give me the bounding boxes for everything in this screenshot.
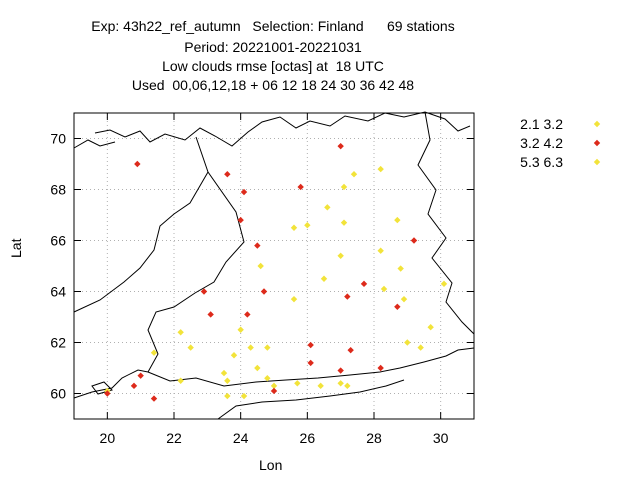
legend-label: 5.3 6.3 [520,154,563,170]
x-tick-label: 24 [233,430,249,446]
data-point-series-1 [257,262,264,270]
data-point-series-1 [220,369,228,377]
x-tick-label: 20 [100,430,116,446]
data-point-series-1 [304,222,311,229]
data-point-series-2 [237,216,244,224]
data-point-series-2 [394,303,401,310]
grid-lines [74,113,474,419]
data-point-series-2 [337,367,344,374]
data-point-series-1 [397,265,404,272]
data-point-series-1 [264,375,271,382]
data-point-series-2 [130,382,138,390]
data-point-series-1 [377,247,384,254]
data-point-series-2 [337,142,344,150]
x-axis-label: Lon [259,457,283,473]
legend: 2.1 3.2 3.2 4.2 5.3 6.3 [520,116,601,170]
data-point-series-2 [240,188,248,196]
legend-marker [593,120,601,128]
data-point-series-1 [427,324,434,331]
data-point-series-1 [230,352,238,359]
legend-label: 2.1 3.2 [520,116,563,132]
data-point-series-1 [177,329,184,336]
data-point-series-2 [200,288,208,295]
y-tick-label: 66 [50,233,66,249]
data-point-series-2 [377,364,384,372]
data-point-series-2 [150,395,158,402]
data-point-series-2 [307,359,314,367]
legend-marker [593,139,601,147]
title-line-1: Exp: 43h22_ref_autumn Selection: Finland… [91,18,455,34]
y-tick-label: 70 [50,131,66,147]
data-point-series-1 [350,171,358,178]
data-point-series-1 [187,344,194,351]
data-point-series-1 [270,382,278,390]
data-point-series-1 [150,349,158,356]
data-point-series-1 [224,392,231,400]
data-point-series-1 [324,204,331,211]
x-tick-label: 26 [300,430,316,446]
title-line-4: Used 00,06,12,18 + 06 12 18 24 30 36 42 … [131,77,415,93]
data-point-series-1 [377,165,384,173]
y-tick-label: 64 [50,284,66,300]
data-point-series-1 [400,295,408,303]
data-point-series-1 [254,364,261,372]
data-point-series-1 [224,377,231,384]
title-line-3: Low clouds rmse [octas] at 18 UTC [162,58,384,74]
data-point-series-1 [417,344,424,351]
data-point-series-1 [177,377,184,384]
data-point-series-1 [290,224,298,231]
data-point-series-1 [344,382,351,390]
data-point-series-2 [360,280,368,288]
data-point-series-1 [290,295,298,303]
data-point-series-2 [410,237,418,244]
legend-marker [593,158,601,166]
data-point-series-1 [240,392,248,400]
data-point-series-2 [137,372,144,379]
data-point-series-2 [134,160,141,168]
x-tick-label: 28 [366,430,382,446]
coastline-map [73,111,475,420]
data-point-series-1 [237,326,244,333]
data-point-series-2 [244,311,251,318]
data-point-series-2 [104,390,111,397]
data-point-series-2 [254,242,261,249]
data-point-series-1 [337,252,344,259]
data-point-series-1 [294,380,301,387]
data-point-series-1 [317,382,324,390]
y-tick-label: 62 [50,335,66,351]
data-point-series-2 [307,341,314,349]
y-tick-label: 68 [50,182,66,198]
data-points [104,142,448,402]
data-point-series-2 [224,171,231,178]
data-point-series-1 [394,216,401,224]
y-tick-label: 60 [50,386,66,402]
data-point-series-1 [340,183,348,191]
data-point-series-1 [337,380,344,387]
x-tick-label: 30 [433,430,449,446]
data-point-series-2 [344,293,351,300]
title-line-2: Period: 20221001-20221031 [184,39,362,55]
data-point-series-2 [260,288,268,295]
data-point-series-2 [297,183,304,191]
axis-ticks: 20 22 24 26 28 30 60 62 64 66 68 70 [50,113,474,446]
data-point-series-1 [340,219,348,226]
legend-label: 3.2 4.2 [520,135,563,151]
data-point-series-2 [270,387,278,395]
data-point-series-1 [404,339,411,346]
data-point-series-2 [207,311,214,318]
data-point-series-2 [347,346,354,354]
plot-frame [73,112,475,420]
data-point-series-1 [264,344,271,351]
data-point-series-1 [320,275,328,282]
x-tick-label: 22 [166,430,182,446]
data-point-series-1 [440,280,448,288]
data-point-series-1 [247,344,254,351]
data-point-series-1 [380,285,388,293]
